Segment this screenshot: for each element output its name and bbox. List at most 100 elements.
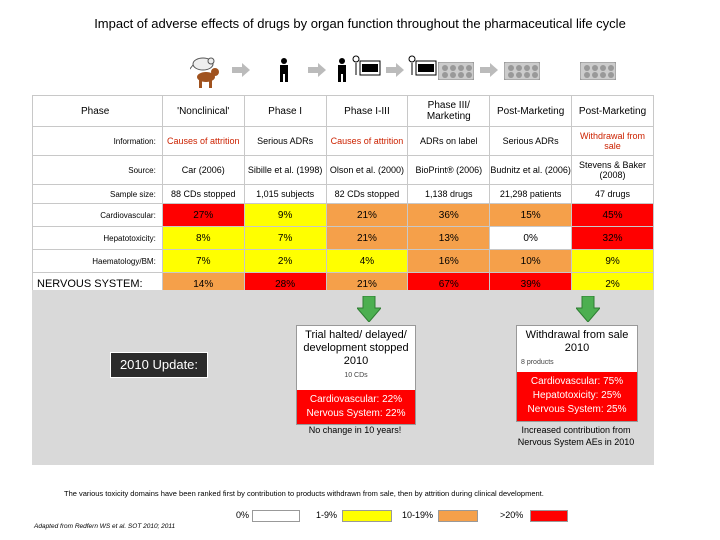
update-label: 2010 Update: [110, 352, 208, 378]
phase-cell: Phase I-III [325, 95, 409, 127]
value-cell: 9% [243, 203, 327, 227]
footnote: The various toxicity domains have been r… [64, 489, 544, 498]
legend-swatch [438, 510, 478, 522]
value-cell: 13% [407, 226, 491, 250]
pills-icon [580, 62, 616, 80]
value-cell: 45% [571, 203, 654, 227]
page-title: Impact of adverse effects of drugs by or… [94, 16, 626, 31]
arrow-icon [386, 63, 404, 77]
sample-cell: 82 CDs stopped [325, 184, 409, 204]
value-cell: 7% [243, 226, 327, 250]
sample-cell: 1,015 subjects [243, 184, 327, 204]
hepatotoxicity-row: Hepatotoxicity: 8% 7% 21% 13% 0% 32% [32, 226, 654, 250]
information-label: Information: [32, 126, 163, 156]
source-row: Source: Car (2006) Sibille et al. (1998)… [32, 155, 654, 185]
row-label: Hepatotoxicity: [32, 226, 163, 250]
box-results: Cardiovascular: 22% Nervous System: 22% [297, 390, 415, 424]
source-cell: Sibille et al. (1998) [243, 155, 327, 185]
source-label: Source: [32, 155, 163, 185]
legend-label: >20% [500, 510, 524, 520]
haematology-row: Haematology/BM: 7% 2% 4% 16% 10% 9% [32, 249, 654, 273]
pills-icon [438, 62, 474, 80]
box-title: Trial halted/ delayed/ development stopp… [303, 329, 409, 367]
phase-cell: 'Nonclinical' [161, 95, 245, 127]
source-cell: BioPrint® (2006) [407, 155, 491, 185]
value-cell: 36% [407, 203, 491, 227]
phase-header-row: Phase 'Nonclinical' Phase I Phase I-III … [32, 95, 654, 127]
box-subtitle: 10 CDs [344, 372, 368, 379]
phase-cell: Phase III/ Marketing [407, 95, 491, 127]
phase-label: Phase [32, 95, 163, 127]
arrow-down-icon [576, 296, 600, 322]
information-cell: Serious ADRs [243, 126, 327, 156]
source-cell: Budnitz et al. (2006) [489, 155, 573, 185]
cardiovascular-row: Cardiovascular: 27% 9% 21% 36% 15% 45% [32, 203, 654, 227]
row-label: Haematology/BM: [32, 249, 163, 273]
left-note: No change in 10 years! [308, 425, 402, 435]
source-cell: Car (2006) [161, 155, 245, 185]
information-cell: ADRs on label [407, 126, 491, 156]
value-cell: 9% [571, 249, 654, 273]
box-line: Nervous System: 22% [306, 408, 406, 419]
box-line: Cardiovascular: 75% [530, 376, 624, 387]
sample-cell: 1,138 drugs [407, 184, 491, 204]
value-cell: 16% [407, 249, 491, 273]
rat-icon [190, 57, 215, 71]
value-cell: 21% [325, 226, 409, 250]
trial-halted-box: Trial halted/ delayed/ development stopp… [296, 325, 416, 425]
value-cell: 8% [161, 226, 245, 250]
value-cell: 7% [161, 249, 245, 273]
person-icon [338, 58, 346, 82]
value-cell: 21% [325, 203, 409, 227]
value-cell: 0% [489, 226, 573, 250]
information-cell: Causes of attrition [161, 126, 245, 156]
legend-label: 1-9% [316, 510, 338, 520]
value-cell: 10% [489, 249, 573, 273]
phase-cell: Phase I [243, 95, 327, 127]
legend-label: 0% [236, 510, 250, 520]
information-cell: Causes of attrition [325, 126, 409, 156]
withdrawal-box: Withdrawal from sale 2010 8 products Car… [516, 325, 638, 422]
person-bed-icon [408, 55, 437, 76]
legend-label: 10-19% [402, 510, 434, 520]
source-cell: Olson et al. (2000) [325, 155, 409, 185]
sample-label: Sample size: [32, 184, 163, 204]
box-line: Hepatotoxicity: 25% [532, 390, 622, 401]
person-icon [280, 58, 288, 82]
legend-swatch [252, 510, 300, 522]
adverse-effects-table: Phase 'Nonclinical' Phase I Phase I-III … [32, 95, 654, 296]
row-label: Cardiovascular: [32, 203, 163, 227]
nervous-system-row: NERVOUS SYSTEM: 14% 28% 21% 67% 39% 2% [32, 272, 654, 296]
legend-swatch [530, 510, 568, 522]
sample-cell: 47 drugs [571, 184, 654, 204]
box-line: Cardiovascular: 22% [309, 394, 403, 405]
value-cell: 21% [325, 272, 409, 296]
value-cell: 32% [571, 226, 654, 250]
value-cell: 2% [243, 249, 327, 273]
legend-swatch [342, 510, 392, 522]
box-results: Cardiovascular: 75% Hepatotoxicity: 25% … [517, 372, 637, 421]
box-subtitle: 8 products [521, 359, 554, 366]
right-note: Increased contribution from Nervous Syst… [517, 425, 635, 447]
source-cell: Stevens & Baker (2008) [571, 155, 654, 185]
phase-cell: Post-Marketing [489, 95, 573, 127]
arrow-down-icon [357, 296, 381, 322]
dog-icon [197, 68, 219, 88]
value-cell: 15% [489, 203, 573, 227]
phase-cell: Post-Marketing [571, 95, 654, 127]
arrow-icon [480, 63, 498, 77]
box-line: Nervous System: 25% [527, 404, 627, 415]
value-cell: 4% [325, 249, 409, 273]
sample-row: Sample size: 88 CDs stopped 1,015 subjec… [32, 184, 654, 204]
value-cell: 27% [161, 203, 245, 227]
sample-cell: 88 CDs stopped [161, 184, 245, 204]
information-row: Information: Causes of attrition Serious… [32, 126, 654, 156]
pills-icon [504, 62, 540, 80]
source-note: Adapted from Redfern WS et al. SOT 2010;… [34, 523, 176, 530]
arrow-icon [308, 63, 326, 77]
information-cell: Serious ADRs [489, 126, 573, 156]
sample-cell: 21,298 patients [489, 184, 573, 204]
information-cell: Withdrawal from sale [571, 126, 654, 156]
person-bed-icon [352, 55, 381, 76]
arrow-icon [232, 63, 250, 77]
